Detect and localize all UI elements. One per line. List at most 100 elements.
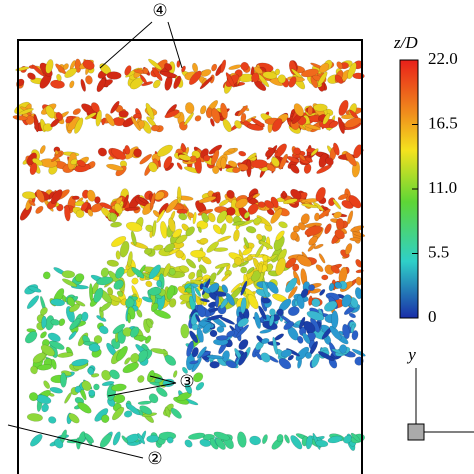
vortex xyxy=(51,152,62,163)
vortex xyxy=(226,206,236,216)
vortex xyxy=(238,339,249,350)
vortex xyxy=(275,257,286,276)
vortex xyxy=(270,208,283,224)
vortex xyxy=(130,115,141,132)
vortex xyxy=(209,361,220,369)
vortex xyxy=(261,337,270,345)
vortex xyxy=(78,431,86,445)
vortex xyxy=(43,380,51,389)
vortex xyxy=(65,115,74,124)
vortex xyxy=(197,346,207,359)
vortex xyxy=(342,323,350,340)
vortex xyxy=(153,309,171,319)
vortex xyxy=(87,208,94,217)
vortex xyxy=(227,160,238,168)
vortex xyxy=(345,152,357,167)
vortex xyxy=(55,111,64,121)
vortex xyxy=(214,294,220,308)
vortex xyxy=(240,266,248,274)
vortex xyxy=(233,257,243,266)
vortex xyxy=(90,373,100,378)
vortex xyxy=(194,115,202,122)
vortex xyxy=(335,218,345,230)
vortex xyxy=(265,148,275,158)
annotation: ④ xyxy=(152,1,167,20)
vortex xyxy=(195,276,203,281)
vortex xyxy=(39,145,46,154)
vortex xyxy=(215,335,229,341)
vortex xyxy=(220,102,228,120)
vortex xyxy=(77,402,92,414)
vortex xyxy=(206,241,219,253)
vortex xyxy=(211,107,221,124)
vortex xyxy=(45,105,56,119)
vortex xyxy=(28,392,39,402)
vortex xyxy=(316,164,332,174)
vortex xyxy=(81,380,92,391)
vortex xyxy=(119,160,128,168)
vortex xyxy=(87,367,95,376)
vortex xyxy=(99,302,112,312)
vortex xyxy=(110,148,126,160)
vortex xyxy=(85,75,93,85)
vortex xyxy=(307,105,313,116)
vortex xyxy=(41,315,47,329)
vortex xyxy=(220,223,227,235)
vortex xyxy=(64,67,77,78)
vortex xyxy=(176,162,183,170)
vortex xyxy=(110,200,117,207)
vortex xyxy=(277,74,287,84)
vortex xyxy=(150,302,159,313)
vortex xyxy=(185,258,197,269)
vortex xyxy=(131,267,145,279)
vortex xyxy=(221,350,230,362)
vortex xyxy=(347,62,357,80)
vortex xyxy=(168,267,176,276)
vortex xyxy=(152,220,157,237)
vortex xyxy=(280,349,293,358)
vortex xyxy=(163,156,173,169)
vortex xyxy=(308,236,318,246)
vortex xyxy=(240,112,247,123)
vortex xyxy=(75,209,85,218)
vortex xyxy=(225,214,234,224)
vortex xyxy=(119,240,130,258)
vortex xyxy=(181,65,186,73)
vortex xyxy=(321,274,329,281)
vortex xyxy=(305,156,313,163)
vortex xyxy=(145,102,155,120)
vortex-visualization xyxy=(12,58,366,451)
vortex xyxy=(111,383,127,392)
vortex xyxy=(225,360,237,369)
vortex xyxy=(61,270,76,279)
colorbar-title: z/D xyxy=(393,33,418,52)
vortex xyxy=(253,66,263,75)
vortex xyxy=(110,100,120,114)
frame xyxy=(17,39,363,474)
vortex xyxy=(307,243,316,252)
vortex xyxy=(190,249,206,259)
vortex xyxy=(345,243,353,255)
vortex xyxy=(80,78,86,92)
vortex xyxy=(66,296,76,307)
vortex xyxy=(47,332,61,342)
vortex xyxy=(337,117,345,134)
vortex xyxy=(284,434,290,444)
vortex xyxy=(289,163,300,174)
vortex xyxy=(88,389,96,397)
vortex xyxy=(348,195,362,209)
vortex xyxy=(243,237,250,249)
vortex xyxy=(148,161,158,173)
vortex xyxy=(118,110,129,118)
vortex xyxy=(105,113,115,127)
vortex xyxy=(184,439,193,448)
vortex xyxy=(139,153,153,165)
vortex xyxy=(349,297,359,309)
vortex xyxy=(15,66,30,72)
vortex xyxy=(49,340,65,350)
vortex xyxy=(114,202,123,215)
vortex xyxy=(348,312,356,319)
vortex xyxy=(302,332,311,344)
vortex xyxy=(235,324,250,338)
